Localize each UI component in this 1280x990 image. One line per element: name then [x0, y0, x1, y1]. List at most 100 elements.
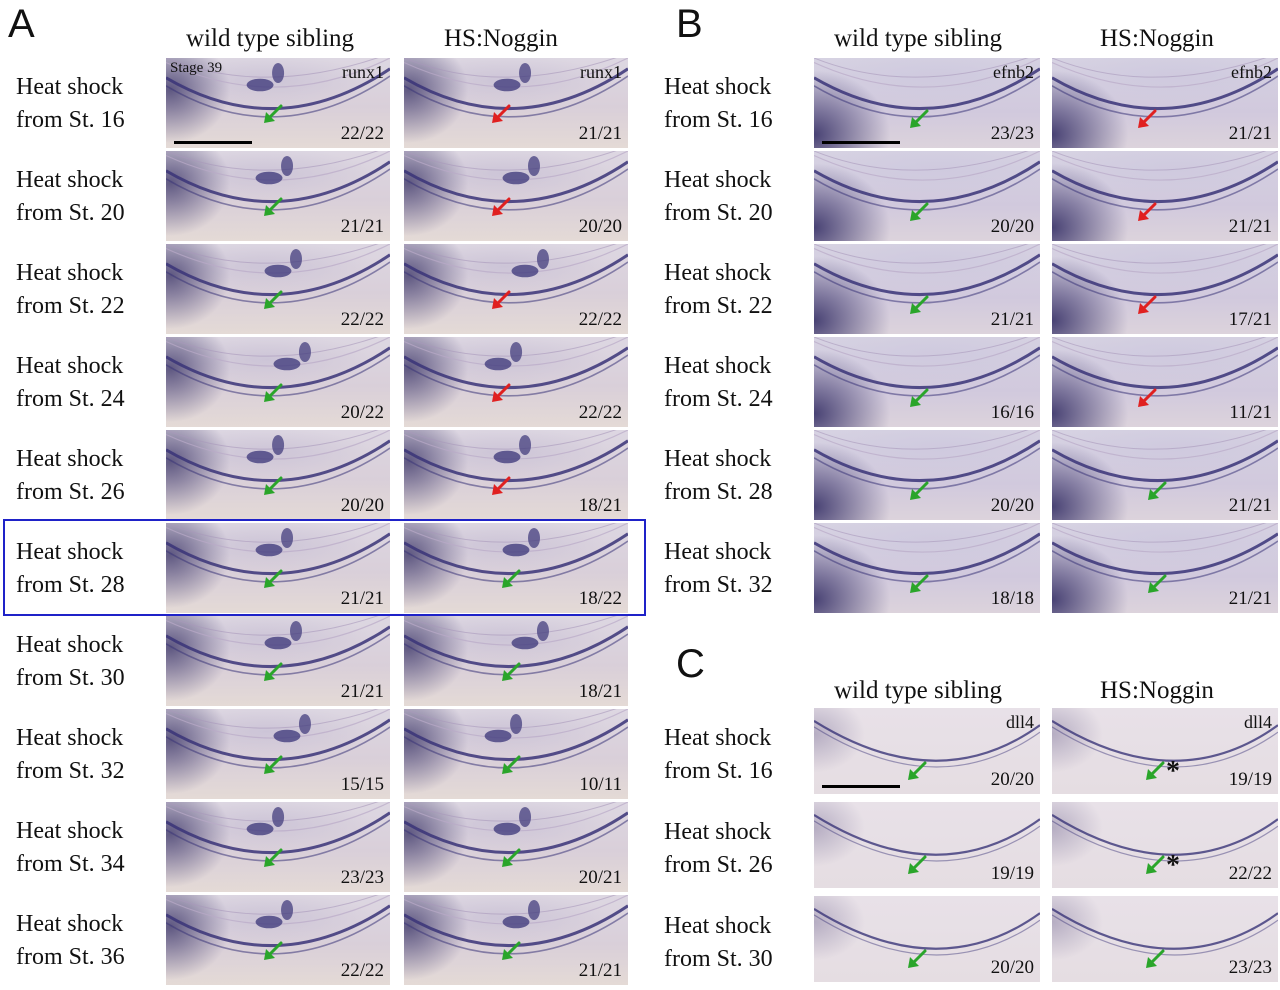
- row-label-line1: Heat shock: [664, 167, 772, 193]
- panel_b-wt-count: 21/21: [990, 309, 1034, 330]
- row-label-line1: Heat shock: [664, 539, 772, 565]
- panel-b-wt-header: wild type sibling: [834, 25, 1003, 52]
- green-arrow-icon: [262, 940, 284, 962]
- panel_a-hs-image: 10/11: [404, 709, 628, 799]
- row-label-line2: from St. 24: [16, 386, 125, 412]
- panel_b-hs-count: 11/21: [1229, 402, 1272, 423]
- red-arrow-icon: [1136, 387, 1158, 409]
- green-arrow-icon: [1144, 760, 1166, 782]
- row-label-line1: Heat shock: [664, 725, 772, 751]
- row-label-line2: from St. 16: [664, 758, 773, 784]
- panel_a-wt-image: 22/22: [166, 244, 390, 334]
- row-label-line2: from St. 30: [16, 665, 125, 691]
- row-label-line1: Heat shock: [16, 911, 124, 937]
- row-label-line1: Heat shock: [664, 74, 772, 100]
- panel_a-wt-count: 15/15: [340, 774, 384, 795]
- panel_b-wt-count: 20/20: [990, 495, 1034, 516]
- green-arrow-icon: [906, 854, 928, 876]
- panel_b-wt-image: 21/21: [814, 244, 1040, 334]
- panel_a-wt-image: 15/15: [166, 709, 390, 799]
- panel_b-wt-image: 20/20: [814, 430, 1040, 520]
- green-arrow-icon: [262, 103, 284, 125]
- row-label-line1: Heat shock: [16, 353, 124, 379]
- panel_c-wt-image: dll4 20/20: [814, 708, 1040, 794]
- panel-a-wt-header: wild type sibling: [186, 25, 355, 52]
- panel_b-row-label: Heat shock from St. 22: [664, 257, 773, 323]
- panel_b-row-label: Heat shock from St. 20: [664, 164, 773, 230]
- panel_c-hs-gene-label: dll4: [1243, 712, 1272, 732]
- panel_c-hs-image: 23/23: [1052, 896, 1278, 982]
- panel_a-row-label: Heat shock from St. 36: [16, 908, 125, 974]
- panel_b-wt-image: 18/18: [814, 523, 1040, 613]
- panel_b-wt-image: 16/16: [814, 337, 1040, 427]
- green-arrow-icon: [908, 108, 930, 130]
- panel_a-hs-count: 18/22: [578, 588, 622, 609]
- green-arrow-icon: [500, 940, 522, 962]
- panel_c-wt-image: 20/20: [814, 896, 1040, 982]
- panel_b-wt-gene-label: efnb2: [993, 62, 1034, 82]
- green-arrow-icon: [908, 387, 930, 409]
- panel_a-hs-image: 18/22: [404, 523, 628, 613]
- row-label-line1: Heat shock: [16, 632, 124, 658]
- row-label-line1: Heat shock: [16, 818, 124, 844]
- row-label-line1: Heat shock: [16, 446, 124, 472]
- panel_c-wt-count: 19/19: [990, 863, 1034, 884]
- panel_a-wt-count: 20/20: [340, 495, 384, 516]
- panel_a-hs-count: 22/22: [578, 402, 622, 423]
- green-arrow-icon: [262, 289, 284, 311]
- panel_c-hs-image: dll4 19/19 *: [1052, 708, 1278, 794]
- panel_a-hs-image: runx1 21/21: [404, 58, 628, 148]
- panel_a-wt-image: 20/20: [166, 430, 390, 520]
- panel_c-row-label: Heat shock from St. 16: [664, 722, 773, 788]
- panel_a-wt-image: 21/21: [166, 616, 390, 706]
- panel_b-hs-count: 21/21: [1228, 588, 1272, 609]
- panel_a-hs-image: 22/22: [404, 337, 628, 427]
- row-label-line2: from St. 26: [16, 479, 125, 505]
- panel_b-row-label: Heat shock from St. 28: [664, 443, 773, 509]
- row-label-line2: from St. 32: [664, 572, 773, 598]
- panel_c-row-label: Heat shock from St. 26: [664, 816, 773, 882]
- panel_a-row-label: Heat shock from St. 34: [16, 815, 125, 881]
- panel_b-hs-gene-label: efnb2: [1231, 62, 1272, 82]
- panel_b-wt-image: 20/20: [814, 151, 1040, 241]
- asterisk-mark: *: [1166, 755, 1180, 787]
- row-label-line2: from St. 20: [16, 200, 125, 226]
- panel_b-hs-count: 21/21: [1228, 495, 1272, 516]
- panel_a-wt-image: 23/23: [166, 802, 390, 892]
- panel_b-hs-image: 21/21: [1052, 523, 1278, 613]
- panel_a-row-label: Heat shock from St. 30: [16, 629, 125, 695]
- panel_a-wt-image: 20/22: [166, 337, 390, 427]
- panel_a-hs-count: 18/21: [578, 681, 622, 702]
- panel_c-hs-count: 19/19: [1228, 769, 1272, 790]
- row-label-line1: Heat shock: [664, 819, 772, 845]
- panel_a-hs-image: 20/20: [404, 151, 628, 241]
- panel_b-wt-count: 20/20: [990, 216, 1034, 237]
- row-label-line1: Heat shock: [16, 167, 124, 193]
- panel_a-hs-image: 22/22: [404, 244, 628, 334]
- row-label-line2: from St. 16: [664, 107, 773, 133]
- panel_a-wt-count: 21/21: [340, 588, 384, 609]
- row-label-line2: from St. 20: [664, 200, 773, 226]
- panel_c-wt-count: 20/20: [990, 769, 1034, 790]
- red-arrow-icon: [1136, 294, 1158, 316]
- panel-b-hs-header: HS:Noggin: [1100, 25, 1214, 52]
- panel_a-wt-count: 21/21: [340, 216, 384, 237]
- panel_a-hs-count: 20/20: [578, 216, 622, 237]
- panel-c-hs-header: HS:Noggin: [1100, 677, 1214, 704]
- row-label-line2: from St. 36: [16, 944, 125, 970]
- row-label-line2: from St. 22: [16, 293, 125, 319]
- green-arrow-icon: [1146, 480, 1168, 502]
- panel_a-row-label: Heat shock from St. 32: [16, 722, 125, 788]
- panel_a-wt-count: 20/22: [340, 402, 384, 423]
- panel_c-wt-gene-label: dll4: [1005, 712, 1034, 732]
- panel_a-wt-image: 21/21: [166, 523, 390, 613]
- panel_b-hs-count: 21/21: [1228, 123, 1272, 144]
- panel-c-letter: C: [676, 642, 705, 686]
- panel_a-wt-count: 22/22: [340, 960, 384, 981]
- panel_c-hs-image: 22/22 *: [1052, 802, 1278, 888]
- row-label-line2: from St. 22: [664, 293, 773, 319]
- row-label-line1: Heat shock: [16, 539, 124, 565]
- panel_a-row-label: Heat shock from St. 24: [16, 350, 125, 416]
- green-arrow-icon: [262, 382, 284, 404]
- highlight-box-st28: [3, 519, 646, 616]
